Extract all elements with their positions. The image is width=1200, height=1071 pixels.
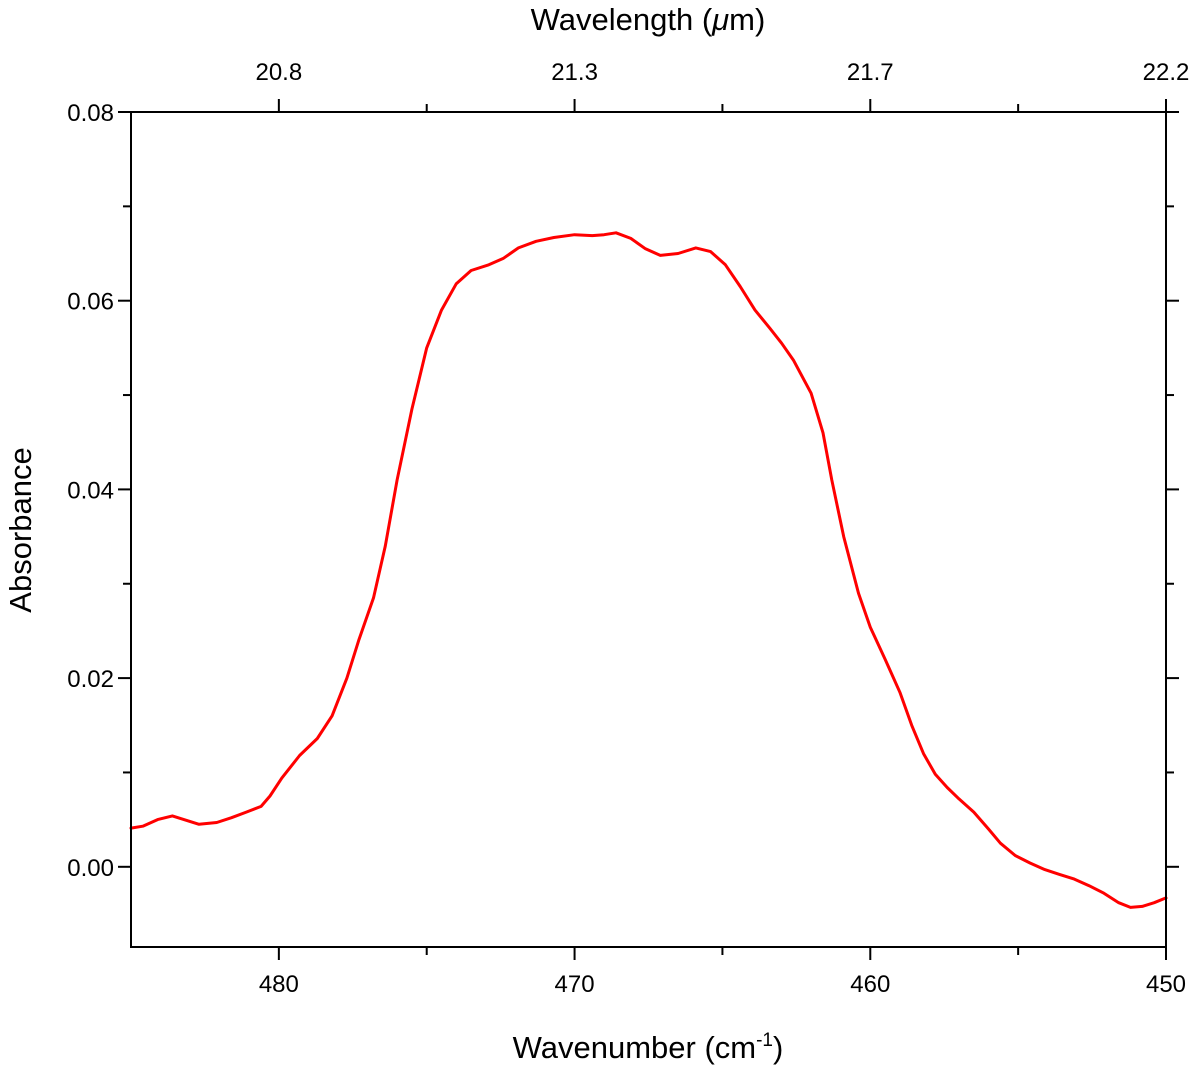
x-tick-label: 470 [555, 971, 595, 998]
y-tick-label: 0.08 [67, 100, 114, 127]
plot-layer [129, 231, 1168, 909]
x2-tick-label: 20.8 [255, 59, 302, 86]
label-layer: 480 470 460 450 20.8 21.3 21.7 22.2 0.00 0.02 0.04… [67, 59, 1189, 998]
plot-frame [130, 111, 1167, 948]
absorbance-series-line [129, 231, 1168, 909]
x2-tick-label: 21.3 [551, 59, 598, 86]
y-tick-label: 0.06 [67, 289, 114, 316]
x-tick-label: 460 [850, 971, 890, 998]
y-tick-label: 0.00 [67, 855, 114, 882]
top-x-axis-title: Wavelength (μm) [531, 2, 766, 37]
x-tick-label: 480 [259, 971, 299, 998]
x-tick-label: 450 [1146, 971, 1186, 998]
x2-tick-label: 22.2 [1143, 59, 1190, 86]
x-axis-title: Wavenumber (cm-1) [513, 1030, 784, 1065]
y-axis-title: Absorbance [3, 447, 38, 612]
y-tick-label: 0.02 [67, 666, 114, 693]
x2-tick-label: 21.7 [847, 59, 894, 86]
y-tick-label: 0.04 [67, 477, 114, 504]
tick-layer [118, 99, 1179, 960]
